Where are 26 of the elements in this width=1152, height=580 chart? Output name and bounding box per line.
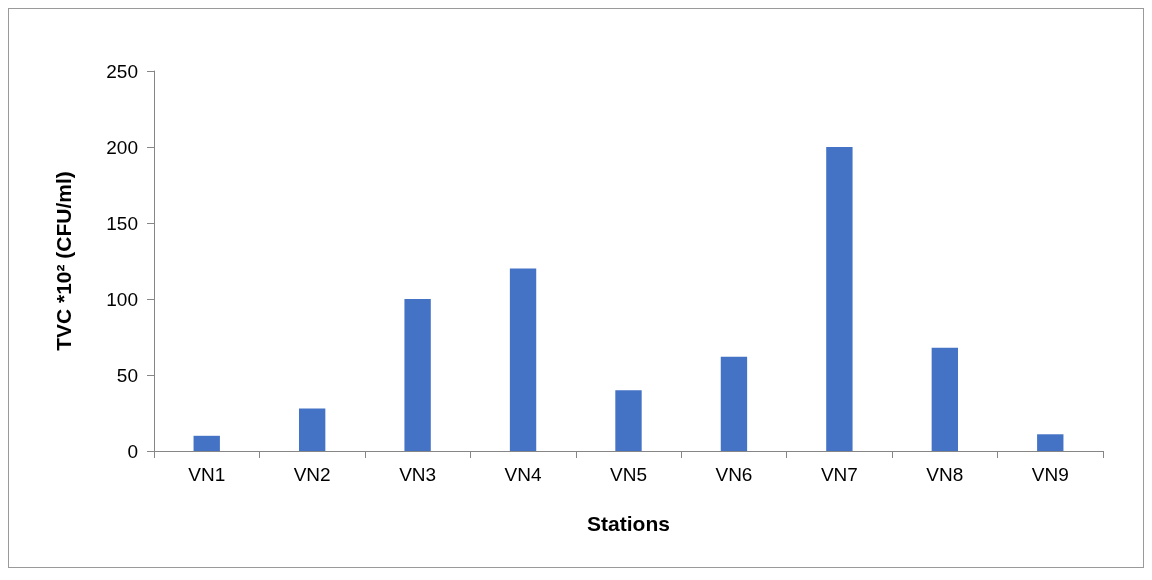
bar xyxy=(193,435,220,451)
x-tick-label: VN7 xyxy=(820,464,858,485)
bar xyxy=(404,299,431,451)
x-axis-title: Stations xyxy=(587,512,670,535)
x-tick-label: VN8 xyxy=(926,464,964,485)
bar xyxy=(931,347,959,451)
x-tick-label: VN2 xyxy=(293,464,331,485)
bar xyxy=(720,356,748,451)
y-tick-label: 50 xyxy=(116,364,138,386)
x-tick-label: VN6 xyxy=(715,464,753,485)
x-tick-label: VN9 xyxy=(1031,464,1069,485)
y-tick-label: 0 xyxy=(127,440,138,462)
y-axis-title: TVC *10² (CFU/ml) xyxy=(52,171,75,351)
bar xyxy=(1037,434,1064,451)
bar xyxy=(509,268,537,451)
bar xyxy=(298,408,326,451)
x-tick-label: VN5 xyxy=(610,464,647,485)
bar xyxy=(826,147,853,451)
y-tick-label: 150 xyxy=(106,212,138,234)
x-tick-label: VN1 xyxy=(188,464,226,485)
y-tick-label: 250 xyxy=(106,60,138,82)
y-tick-label: 200 xyxy=(106,136,138,158)
x-tick-label: VN4 xyxy=(504,464,542,485)
bar xyxy=(615,390,642,451)
x-tick-label: VN3 xyxy=(399,464,437,485)
y-tick-label: 100 xyxy=(106,288,138,310)
